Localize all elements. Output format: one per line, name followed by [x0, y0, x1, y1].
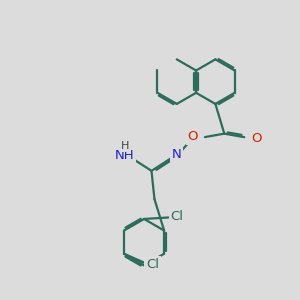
Text: Cl: Cl [170, 210, 183, 224]
Text: H: H [121, 141, 129, 151]
Text: H: H [118, 147, 127, 157]
Text: Cl: Cl [146, 258, 159, 271]
Text: O: O [187, 130, 198, 143]
Text: NH: NH [115, 149, 134, 162]
Text: N: N [118, 153, 128, 166]
Text: O: O [251, 132, 261, 145]
Text: N: N [172, 148, 182, 161]
